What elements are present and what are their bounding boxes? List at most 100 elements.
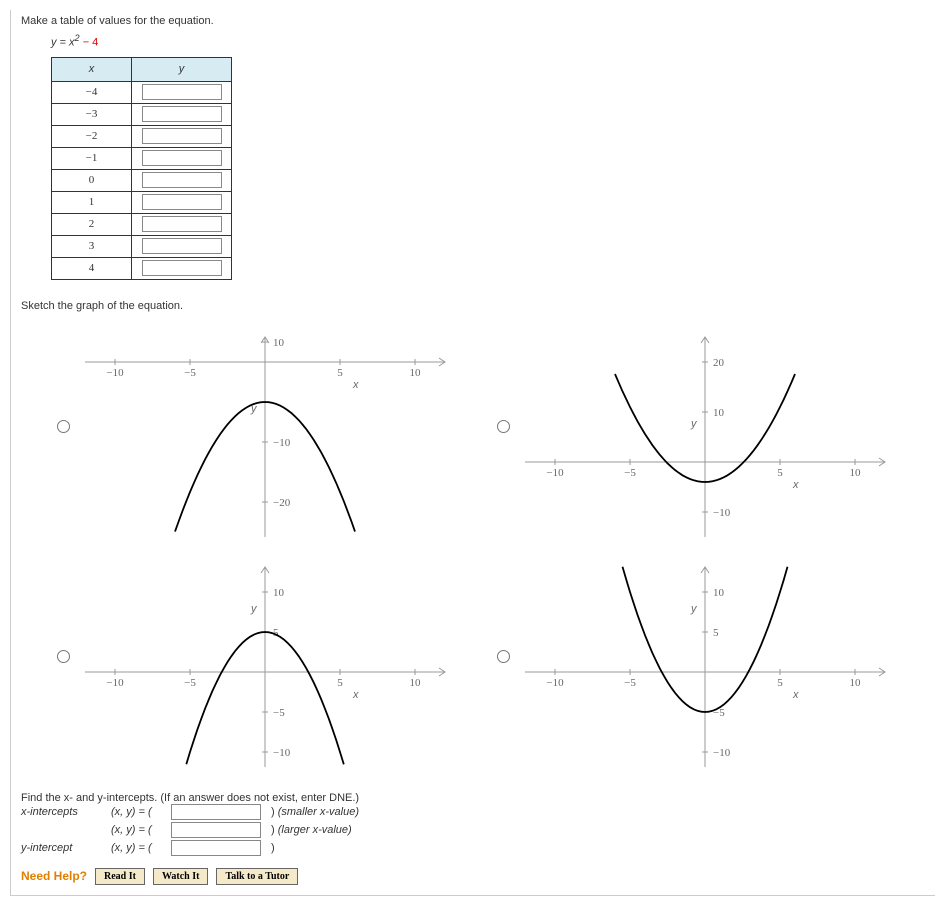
svg-text:−10: −10 [713, 747, 731, 759]
table-row: 1 [52, 191, 232, 213]
watch-it-button[interactable]: Watch It [153, 868, 209, 885]
svg-text:y: y [690, 603, 698, 615]
svg-text:−10: −10 [273, 747, 291, 759]
svg-text:−10: −10 [546, 677, 564, 689]
svg-text:10: 10 [273, 587, 285, 599]
y-value-input[interactable] [142, 106, 222, 122]
graph-option: −10−551010−10−20xy [51, 322, 471, 542]
x-value-cell: −1 [52, 147, 132, 169]
talk-tutor-button[interactable]: Talk to a Tutor [216, 868, 298, 885]
table-row: 3 [52, 235, 232, 257]
graph-svg: −10−5510105−5−10xy [75, 562, 471, 772]
svg-text:−5: −5 [184, 367, 196, 379]
y-value-cell [132, 257, 232, 279]
svg-text:x: x [792, 689, 799, 701]
svg-text:x: x [352, 379, 359, 391]
svg-text:y: y [250, 603, 258, 615]
table-row: −4 [52, 81, 232, 103]
svg-text:5: 5 [777, 677, 783, 689]
svg-text:10: 10 [410, 677, 422, 689]
y-value-input[interactable] [142, 238, 222, 254]
svg-text:10: 10 [850, 467, 862, 479]
graph-radio[interactable] [497, 420, 510, 433]
svg-text:−5: −5 [273, 707, 285, 719]
question-container: Make a table of values for the equation.… [10, 10, 935, 896]
table-row: 2 [52, 213, 232, 235]
y-value-cell [132, 191, 232, 213]
x-value-cell: −2 [52, 125, 132, 147]
table-row: −3 [52, 103, 232, 125]
svg-text:−10: −10 [106, 367, 124, 379]
svg-text:x: x [792, 479, 799, 491]
y-value-cell [132, 103, 232, 125]
x-value-cell: 3 [52, 235, 132, 257]
y-value-input[interactable] [142, 216, 222, 232]
y-value-cell [132, 147, 232, 169]
x-value-cell: 0 [52, 169, 132, 191]
y-value-input[interactable] [142, 194, 222, 210]
equation: y = x2 − 4 [51, 33, 925, 49]
table-header-x: x [52, 57, 132, 81]
graph-radio[interactable] [497, 650, 510, 663]
y-value-input[interactable] [142, 84, 222, 100]
svg-text:20: 20 [713, 357, 725, 369]
x-value-cell: 1 [52, 191, 132, 213]
svg-text:5: 5 [777, 467, 783, 479]
table-row: 4 [52, 257, 232, 279]
table-header-y: y [132, 57, 232, 81]
x-value-cell: 4 [52, 257, 132, 279]
svg-text:x: x [352, 689, 359, 701]
graph-option: −10−5510105−5−10xy [491, 552, 911, 772]
y-value-input[interactable] [142, 172, 222, 188]
svg-text:−10: −10 [713, 507, 731, 519]
read-it-button[interactable]: Read It [95, 868, 145, 885]
svg-text:−20: −20 [273, 497, 291, 509]
table-row: −2 [52, 125, 232, 147]
graphs-grid: −10 −5 5 10 10 −10 −20 x y −10 −5 5 10 20 10 −10 x y −10 −5… [51, 322, 925, 772]
x-intercept-1-input[interactable] [171, 804, 261, 820]
graph-radio[interactable] [57, 650, 70, 663]
graph-option: −10−55102010−10xy [491, 322, 911, 542]
svg-text:−5: −5 [184, 677, 196, 689]
x-value-cell: −4 [52, 81, 132, 103]
y-value-cell [132, 213, 232, 235]
y-value-input[interactable] [142, 260, 222, 276]
x-value-cell: 2 [52, 213, 132, 235]
svg-text:−5: −5 [624, 467, 636, 479]
y-value-cell [132, 125, 232, 147]
xy-suffix-2: ) (larger x-value) [271, 824, 925, 836]
need-help-row: Need Help? Read It Watch It Talk to a Tu… [21, 868, 925, 885]
graph-svg: −10−551010−10−20xy [75, 332, 471, 542]
eq-const: − 4 [80, 37, 99, 49]
svg-text:10: 10 [713, 407, 725, 419]
svg-text:−10: −10 [546, 467, 564, 479]
graph-option: −10−5510105−5−10xy [51, 552, 471, 772]
svg-text:−10: −10 [273, 437, 291, 449]
eq-equals: = [57, 37, 70, 49]
svg-text:−5: −5 [624, 677, 636, 689]
xy-prefix-1: (x, y) = ( [111, 806, 171, 818]
xy-suffix-1: ) (smaller x-value) [271, 806, 925, 818]
y-value-cell [132, 81, 232, 103]
x-value-cell: −3 [52, 103, 132, 125]
graph-svg: −10−5510105−5−10xy [515, 562, 911, 772]
graph-svg: −10−55102010−10xy [515, 332, 911, 542]
intercepts-instruction: Find the x- and y-intercepts. (If an ans… [21, 792, 925, 804]
y-intercept-input[interactable] [171, 840, 261, 856]
svg-text:−5: −5 [713, 707, 725, 719]
graph-radio[interactable] [57, 420, 70, 433]
table-row: 0 [52, 169, 232, 191]
x-intercept-2-input[interactable] [171, 822, 261, 838]
xy-prefix-3: (x, y) = ( [111, 842, 171, 854]
x-intercepts-label: x-intercepts [21, 806, 111, 818]
xy-prefix-2: (x, y) = ( [111, 824, 171, 836]
need-help-label: Need Help? [21, 869, 87, 883]
svg-text:−10: −10 [106, 677, 124, 689]
svg-text:5: 5 [337, 367, 343, 379]
svg-text:5: 5 [713, 627, 719, 639]
sketch-instruction: Sketch the graph of the equation. [21, 300, 925, 312]
y-value-input[interactable] [142, 128, 222, 144]
svg-text:10: 10 [273, 337, 285, 349]
svg-text:10: 10 [713, 587, 725, 599]
y-value-input[interactable] [142, 150, 222, 166]
